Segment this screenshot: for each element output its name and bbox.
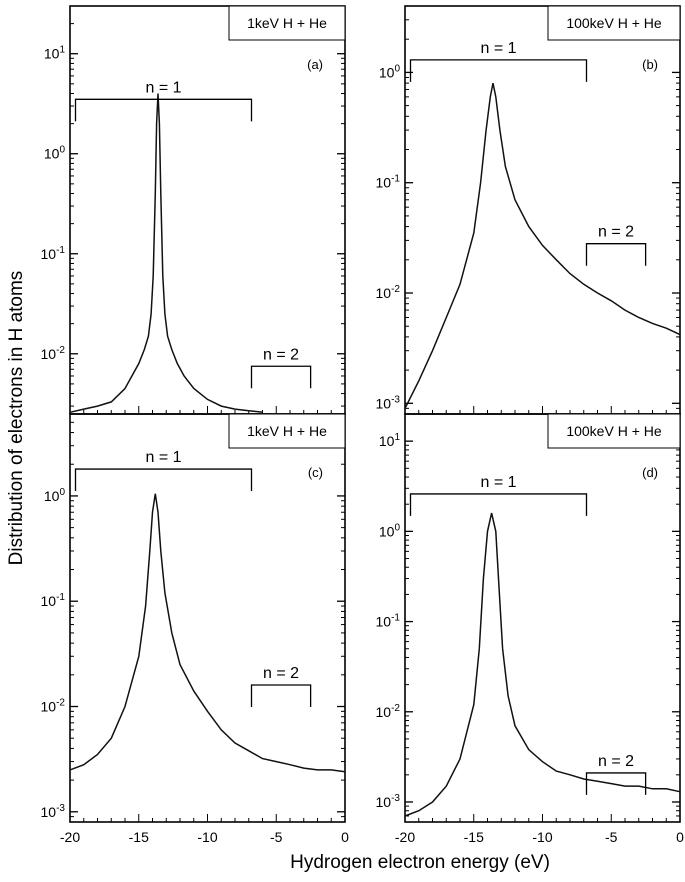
bracket [250,684,312,708]
bracket [409,59,588,82]
bracket [585,243,647,266]
y-tick-label: 101 [44,45,66,62]
legend-text: 100keV H + He [566,423,662,439]
panel-letter: (c) [308,465,323,480]
panel-letter: (a) [307,57,323,72]
bracket [250,365,312,389]
legend-text: 1keV H + He [247,15,327,31]
y-tick-label: 10-1 [376,174,401,191]
data-line [69,93,263,414]
data-line [69,493,346,773]
y-tick-label: 10-2 [41,345,66,362]
legend-box [547,413,681,449]
legend-box [228,5,346,41]
panel-b: 10-3 10-2 10-1 100 n = 1 n = 2 (b) 100keV H + H… [376,5,681,415]
bracket [409,493,588,516]
y-tick-label: 10-1 [376,613,401,630]
panel-a: 10-2 10-1 100 101 n = 1 n = 2 (a) 1keV H + He [41,5,346,415]
y-tick-label: 10-3 [376,394,401,411]
bracket [74,98,253,122]
x-tick-label: -15 [129,829,149,845]
x-axis-label: Hydrogen electron energy (eV) [290,852,550,873]
bracket-label: n = 1 [480,40,516,57]
x-tick-label: -5 [605,829,618,845]
y-tick-label: 100 [379,63,401,80]
x-tick-label: -20 [60,829,80,845]
plot-frame [404,5,681,415]
y-tick-label: 10-2 [376,284,401,301]
bracket-label: n = 2 [263,346,299,363]
data-line [404,512,681,817]
y-axis-label: Distribution of electrons in H atoms [6,271,27,566]
legend-text: 1keV H + He [247,423,327,439]
plot-frame [69,5,346,415]
bracket-label: n = 2 [598,224,634,241]
panel-letter: (b) [642,57,658,72]
bracket-label: n = 1 [145,449,181,466]
legend-text: 100keV H + He [566,15,662,31]
panel-d: 10-3 10-2 10-1 100 101 -20 -20 -15 -15 -10 -10 -5 -5… [60,413,684,845]
bracket [74,468,253,492]
y-tick-label: 100 [44,145,66,162]
x-tick-label: -5 [270,829,283,845]
y-tick-label: 100 [44,487,66,504]
bracket-label: n = 1 [145,79,181,96]
x-tick-label: -10 [197,829,217,845]
legend-box [547,5,681,41]
x-tick-label: -10 [532,829,552,845]
x-tick-label: -15 [464,829,484,845]
y-tick-label: 101 [379,432,401,449]
y-tick-label: 10-3 [376,793,401,810]
y-tick-label: 10-2 [41,698,66,715]
bracket-label: n = 1 [480,474,516,491]
y-tick-label: 100 [379,522,401,539]
x-tick-label: 0 [676,829,684,845]
y-tick-label: 10-3 [41,803,66,820]
bracket-label: n = 2 [598,753,634,770]
data-line [404,82,681,409]
legend-box [228,413,346,449]
bracket [585,772,647,795]
y-tick-label: 10-1 [41,245,66,262]
plot-frame [69,413,346,823]
x-tick-label: 0 [341,829,349,845]
panel-letter: (d) [642,465,658,480]
x-tick-label: -20 [395,829,415,845]
y-tick-label: 10-1 [41,592,66,609]
bracket-label: n = 2 [263,665,299,682]
y-tick-label: 10-2 [376,703,401,720]
panel-c: 10-3 10-2 10-1 100 n = 1 n = 2 (c) 1keV H + He [41,413,346,823]
